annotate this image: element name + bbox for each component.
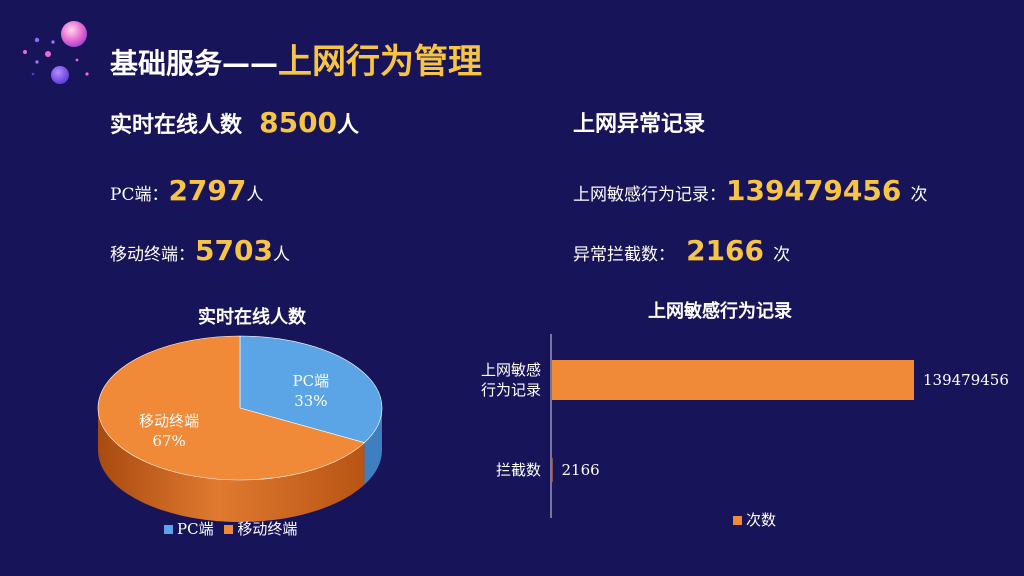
decorative-bubbles xyxy=(23,21,89,84)
mobile-online-value: 5703 xyxy=(195,234,273,267)
pc-online-row: PC端：2797人 xyxy=(110,174,263,207)
page-title-main: 上网行为管理 xyxy=(278,42,483,82)
sensitive-record-unit: 次 xyxy=(910,185,928,205)
online-total-unit: 人 xyxy=(337,113,360,138)
blocked-record-label: 异常拦截数： xyxy=(573,245,675,265)
mobile-online-label: 移动终端： xyxy=(110,245,195,265)
page-title: 基础服务——上网行为管理 xyxy=(110,34,482,83)
online-total-value: 8500 xyxy=(259,106,338,139)
sensitive-record-label: 上网敏感行为记录： xyxy=(573,185,726,205)
pie-legend-swatch-mobile xyxy=(224,525,234,534)
pc-online-value: 2797 xyxy=(168,174,247,207)
online-total-label: 实时在线人数 xyxy=(110,113,243,138)
pie-slice-0 xyxy=(239,335,383,444)
bar-category-label-1-0: 拦截数 xyxy=(496,461,541,479)
bar-0 xyxy=(552,360,914,400)
bar-legend-swatch xyxy=(733,516,742,525)
mobile-online-unit: 人 xyxy=(272,245,290,265)
pie-slice-side-1 xyxy=(98,408,365,522)
bar-value-label-1: 2166 xyxy=(562,461,600,479)
pie-label-percent-0: 33% xyxy=(294,392,327,410)
sensitive-record-row: 上网敏感行为记录：139479456 次 xyxy=(573,174,927,207)
bar-1 xyxy=(552,458,553,482)
pie-chart: PC端 33% 移动终端 67% xyxy=(97,335,383,522)
online-total-row: 实时在线人数 8500人 xyxy=(110,106,359,139)
pie-label-category-0: PC端 xyxy=(293,372,330,390)
abnormal-section-title: 上网异常记录 xyxy=(573,112,706,137)
pie-slice-1 xyxy=(97,335,366,481)
pc-online-unit: 人 xyxy=(246,185,264,205)
pie-legend-label-mobile: 移动终端 xyxy=(237,520,298,538)
blocked-record-unit: 次 xyxy=(773,245,791,265)
pie-legend-swatch-pc xyxy=(164,525,173,534)
pie-chart-title: 实时在线人数 xyxy=(198,307,306,328)
pie-slice-side-0 xyxy=(364,408,382,485)
bar-legend: 次数 xyxy=(733,509,776,530)
pie-legend-label-pc: PC端 xyxy=(177,520,214,538)
blocked-record-value: 2166 xyxy=(686,234,765,267)
bar-chart-title: 上网敏感行为记录 xyxy=(648,301,792,322)
pie-label-category-1: 移动终端 xyxy=(139,412,199,430)
page-title-prefix: 基础服务—— xyxy=(110,47,279,80)
bar-category-label-0-0: 上网敏感 xyxy=(481,361,541,379)
bar-value-label-0: 139479456 xyxy=(923,371,1009,389)
mobile-online-row: 移动终端：5703人 xyxy=(110,234,290,267)
bar-category-label-0-1: 行为记录 xyxy=(481,381,541,399)
sensitive-record-value: 139479456 xyxy=(726,174,902,207)
bar-legend-label: 次数 xyxy=(746,511,777,529)
pie-label-percent-1: 67% xyxy=(152,432,185,450)
pie-legend: PC端 移动终端 xyxy=(164,518,297,539)
blocked-record-row: 异常拦截数： 2166 次 xyxy=(573,234,790,267)
bar-chart: 139479456 上网敏感行为记录 2166 拦截数 xyxy=(481,334,1009,518)
pc-online-label: PC端： xyxy=(110,185,169,205)
